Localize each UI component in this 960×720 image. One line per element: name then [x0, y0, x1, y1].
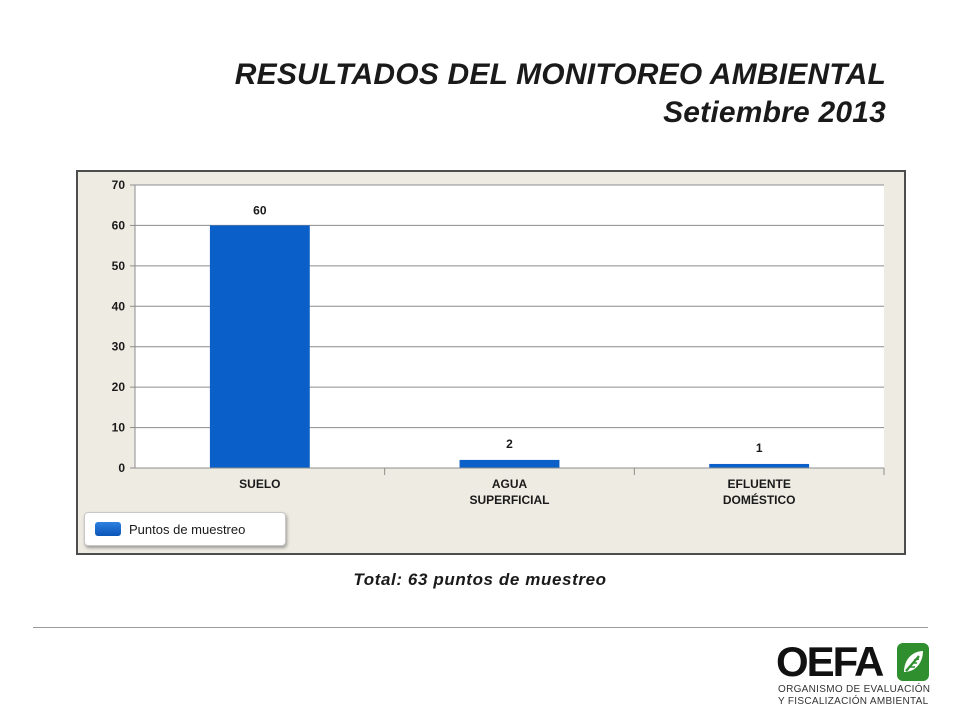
y-tick-label: 60: [112, 218, 126, 232]
x-tick-label: SUPERFICIAL: [469, 493, 549, 507]
y-tick-label: 30: [112, 340, 126, 354]
chart-legend: Puntos de muestreo: [84, 512, 286, 546]
oefa-logo: OEFA ORGANISMO DE EVALUACIÓN Y FISCALIZA…: [772, 640, 932, 710]
title-line: RESULTADOS DEL MONITOREO AMBIENTAL: [234, 58, 886, 91]
y-tick-label: 50: [112, 259, 126, 273]
footer-divider: [33, 627, 928, 628]
bar: [709, 463, 810, 468]
leaf-icon: [897, 643, 929, 681]
data-label: 60: [253, 203, 267, 217]
x-tick-label: AGUA: [492, 477, 528, 491]
logo-line-2: Y FISCALIZACIÓN AMBIENTAL: [778, 696, 929, 707]
logo-wordmark: OEFA: [776, 638, 884, 685]
total-caption: Total: 63 puntos de muestreo: [353, 570, 607, 589]
y-tick-label: 10: [112, 421, 126, 435]
bar: [209, 225, 310, 468]
data-label: 2: [506, 437, 513, 451]
x-tick-label: EFLUENTE: [727, 477, 790, 491]
logo-subtitle: ORGANISMO DE EVALUACIÓN Y FISCALIZACIÓN …: [778, 684, 930, 708]
bar-chart: 0 10 20 30 40 50 60 70 60 SUELO 2 AGUA SUPERFICIAL 1 E…: [112, 178, 885, 507]
x-tick-label: DOMÉSTICO: [723, 492, 796, 507]
legend-swatch: [95, 522, 121, 536]
data-label: 1: [756, 441, 763, 455]
logo-line-1: ORGANISMO DE EVALUACIÓN: [778, 684, 931, 695]
y-tick-label: 70: [112, 178, 126, 192]
legend-label: Puntos de muestreo: [129, 521, 246, 537]
x-tick-label: SUELO: [239, 477, 280, 491]
subtitle-line: Setiembre 2013: [663, 96, 886, 129]
slide-title: RESULTADOS DEL MONITOREO AMBIENTAL Setie…: [235, 56, 886, 132]
bar: [459, 459, 560, 468]
y-tick-label: 0: [118, 461, 125, 475]
y-tick-label: 20: [112, 380, 126, 394]
y-tick-label: 40: [112, 299, 126, 313]
chart-panel: 0 10 20 30 40 50 60 70 60 SUELO 2 AGUA SUPERFICIAL 1 E…: [76, 170, 906, 555]
